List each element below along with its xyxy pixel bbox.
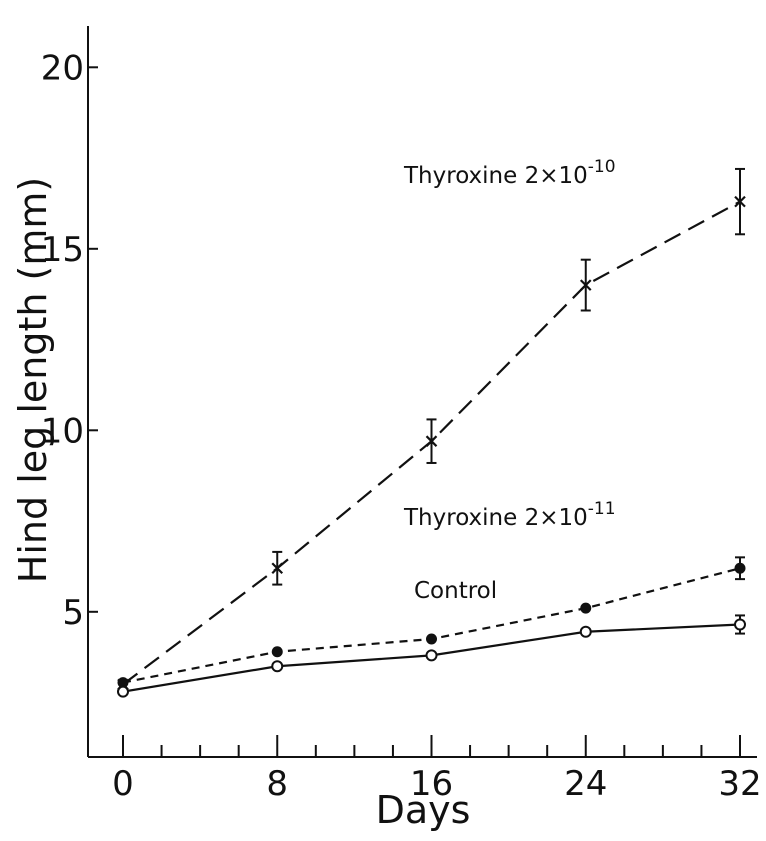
series-label-2: Thyroxine 2×10-11 — [403, 499, 616, 531]
y-tick-label: 20 — [41, 48, 84, 88]
axes — [87, 26, 757, 758]
series-label-exponent: -10 — [588, 157, 616, 177]
y-tick-label: 5 — [62, 593, 84, 633]
series-layer — [117, 167, 746, 698]
y-axis-title: Hind leg length (mm) — [11, 177, 55, 583]
data-point-filled-circle — [117, 677, 129, 689]
data-point-filled-circle — [580, 602, 592, 614]
data-point-open-circle — [271, 660, 284, 673]
series-label-1: Thyroxine 2×10-10 — [403, 157, 616, 189]
x-tick-label: 0 — [112, 764, 134, 804]
data-point-open-circle — [579, 625, 592, 638]
x-tick-label: 24 — [564, 764, 607, 804]
data-point-cross — [271, 562, 284, 575]
data-point-filled-circle — [734, 562, 746, 574]
data-point-open-circle — [117, 685, 129, 698]
data-point-cross — [425, 435, 438, 447]
x-tick-label: 8 — [266, 764, 288, 804]
series-label-exponent: -11 — [588, 499, 616, 519]
series-label-text: Thyroxine 2×10 — [403, 505, 588, 531]
x-tick-label: 16 — [410, 764, 453, 804]
series-2 — [117, 556, 746, 689]
data-point-filled-circle — [426, 633, 437, 645]
data-point-cross — [579, 279, 592, 291]
x-tick-label: 32 — [718, 764, 761, 804]
series-3 — [117, 614, 746, 698]
y-tick-label: 15 — [41, 230, 84, 270]
series-label-text: Thyroxine 2×10 — [403, 163, 588, 189]
x-axis-title: Days — [376, 788, 471, 832]
data-point-cross — [734, 195, 746, 208]
series-label-3: Control — [414, 578, 497, 604]
data-point-filled-circle — [271, 646, 283, 658]
data-point-open-circle — [425, 649, 438, 662]
ticks: 0 8 16 24 32 5 10 15 20 — [41, 48, 762, 804]
series-label-text: Control — [414, 578, 497, 604]
data-point-open-circle — [734, 618, 746, 631]
y-tick-label: 10 — [41, 411, 84, 451]
series-1 — [117, 167, 746, 691]
